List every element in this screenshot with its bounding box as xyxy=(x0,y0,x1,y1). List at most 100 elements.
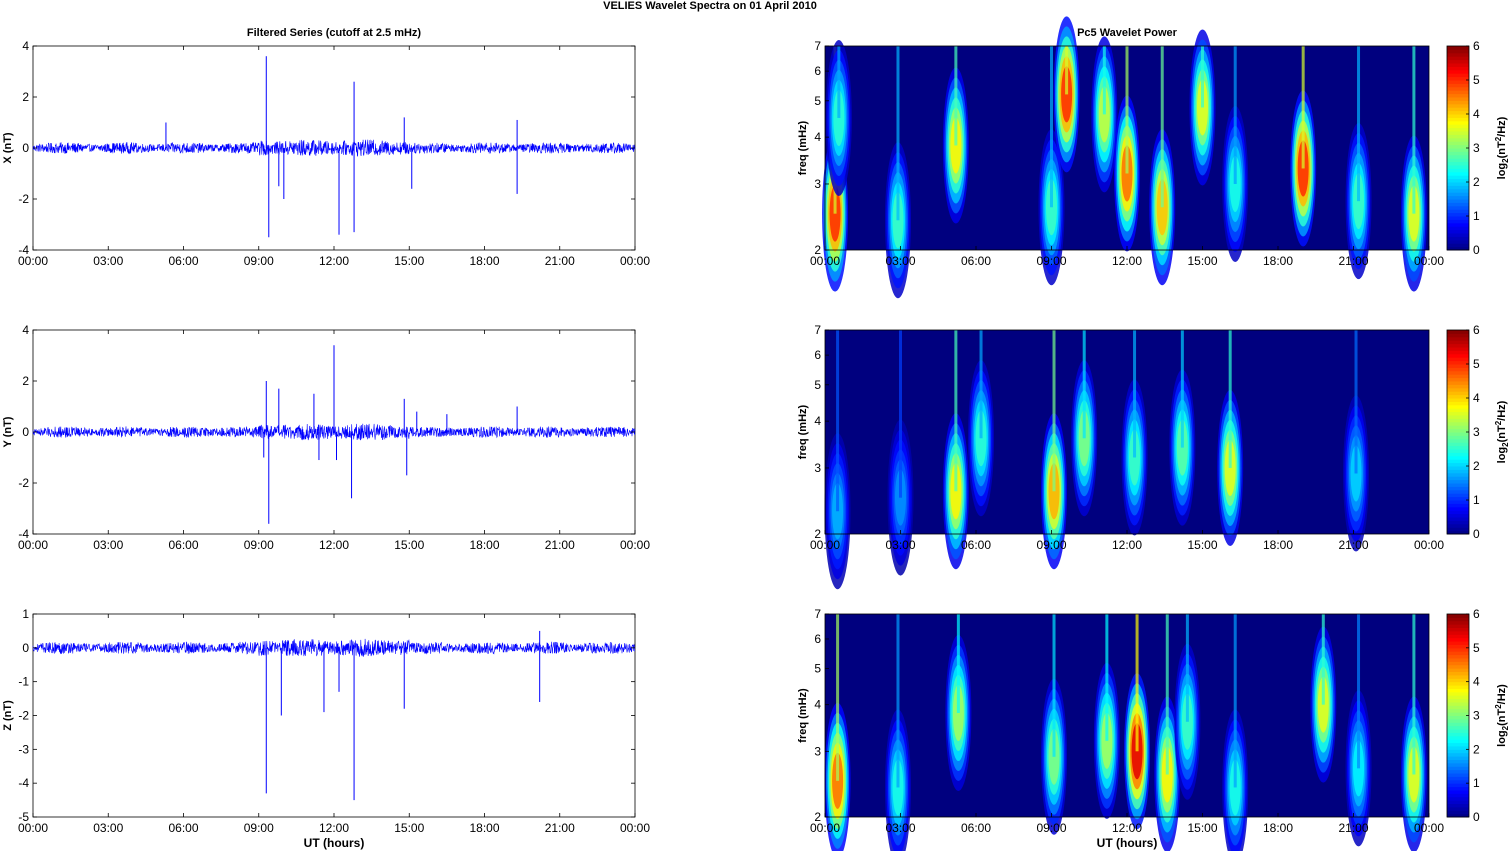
colorbar-step xyxy=(1447,803,1469,808)
colorbar-step xyxy=(1447,243,1469,248)
colorbar-step xyxy=(1447,691,1469,696)
colorbar-step xyxy=(1447,350,1469,355)
colorbar-step xyxy=(1447,110,1469,115)
colorbar-step xyxy=(1447,769,1469,774)
y-tick-label: -5 xyxy=(18,810,29,824)
colorbar-step xyxy=(1447,178,1469,183)
y-tick-label: 2 xyxy=(814,243,821,257)
x-tick-label: 00:00 xyxy=(18,254,48,268)
colorbar-step xyxy=(1447,766,1469,771)
colorbar-step xyxy=(1447,347,1469,351)
x-tick-label: 15:00 xyxy=(394,254,424,268)
colorbar-step xyxy=(1447,374,1469,379)
x-tick-label: 03:00 xyxy=(93,538,123,552)
colorbar-step xyxy=(1447,466,1469,470)
x-tick-label: 12:00 xyxy=(319,538,349,552)
colorbar-step xyxy=(1447,52,1469,57)
colorbar-step xyxy=(1447,59,1469,64)
colorbar-tick-label: 2 xyxy=(1473,459,1480,473)
power-streak xyxy=(1354,330,1358,474)
colorbar-step xyxy=(1447,708,1469,713)
colorbar-step xyxy=(1447,620,1469,625)
x-tick-label: 12:00 xyxy=(1112,821,1142,835)
x-tick-label: 03:00 xyxy=(885,254,915,268)
colorbar-step xyxy=(1447,394,1469,399)
colorbar-step xyxy=(1447,476,1469,481)
colorbar-tick-label: 4 xyxy=(1473,675,1480,689)
x-tick-label: 18:00 xyxy=(469,254,499,268)
x-tick-label: 00:00 xyxy=(1414,821,1444,835)
colorbar-step xyxy=(1447,756,1469,760)
colorbar-tick-label: 4 xyxy=(1473,107,1480,121)
colorbar-step xyxy=(1447,216,1469,220)
power-streak xyxy=(1180,330,1184,448)
y-tick-label: 4 xyxy=(814,130,821,144)
colorbar-step xyxy=(1447,158,1469,163)
power-streak xyxy=(1228,330,1232,468)
y-tick-label: -4 xyxy=(18,243,29,257)
x-tick-label: 03:00 xyxy=(885,821,915,835)
right-column-title: Pc5 Wavelet Power xyxy=(1077,27,1178,39)
colorbar-step xyxy=(1447,624,1469,629)
colorbar-step xyxy=(1447,49,1469,54)
colorbar-step xyxy=(1447,745,1469,750)
y-tick-label: 3 xyxy=(814,177,821,191)
colorbar-step xyxy=(1447,506,1469,511)
power-streak xyxy=(1052,330,1056,492)
y-tick-label: 4 xyxy=(814,414,821,428)
power-streak xyxy=(1102,46,1106,115)
colorbar-tick-label: 6 xyxy=(1473,39,1480,53)
x-tick-label: 03:00 xyxy=(93,821,123,835)
power-streak xyxy=(896,46,900,221)
x-tick-label: 00:00 xyxy=(810,821,840,835)
colorbar-step xyxy=(1447,489,1469,494)
colorbar-step xyxy=(1447,729,1469,733)
power-streak xyxy=(1233,614,1237,788)
colorbar-step xyxy=(1447,500,1469,504)
colorbar-step xyxy=(1447,83,1469,88)
colorbar-tick-label: 1 xyxy=(1473,493,1480,507)
colorbar-step xyxy=(1447,391,1469,396)
power-streak xyxy=(1412,614,1416,775)
colorbar-tick-label: 6 xyxy=(1473,323,1480,337)
colorbar-step xyxy=(1447,131,1469,135)
series-z-trace xyxy=(32,638,636,657)
colorbar-step xyxy=(1447,654,1469,659)
colorbar-step xyxy=(1447,411,1469,416)
colorbar-step xyxy=(1447,455,1469,460)
x-tick-label: 12:00 xyxy=(319,821,349,835)
colorbar-step xyxy=(1447,364,1469,368)
wavelet-z-xlabel: UT (hours) xyxy=(1097,836,1158,850)
y-tick-label: 0 xyxy=(22,425,29,439)
colorbar-tick-label: 0 xyxy=(1473,243,1480,257)
x-tick-label: 15:00 xyxy=(1187,254,1217,268)
colorbar-step xyxy=(1447,148,1469,152)
y-tick-label: 6 xyxy=(814,64,821,78)
colorbar-tick-label: 4 xyxy=(1473,391,1480,405)
colorbar-step xyxy=(1447,678,1469,683)
colorbar-step xyxy=(1447,360,1469,365)
y-tick-label: -4 xyxy=(18,527,29,541)
colorbar-step xyxy=(1447,151,1469,156)
colorbar-step xyxy=(1447,759,1469,764)
colorbar-step xyxy=(1447,425,1469,430)
colorbar-step xyxy=(1447,657,1469,662)
power-streak xyxy=(1065,46,1069,95)
colorbar-step xyxy=(1447,76,1469,81)
x-tick-label: 12:00 xyxy=(319,254,349,268)
x-tick-label: 09:00 xyxy=(244,538,274,552)
colorbar-step xyxy=(1447,415,1469,419)
y-tick-label: -2 xyxy=(18,709,29,723)
colorbar-step xyxy=(1447,353,1469,358)
x-tick-label: 06:00 xyxy=(961,821,991,835)
power-streak xyxy=(1165,614,1169,775)
wavelet-x-colorbar-label: log2(nT2/Hz) xyxy=(1494,116,1510,179)
colorbar-step xyxy=(1447,479,1469,484)
x-tick-label: 06:00 xyxy=(168,254,198,268)
colorbar-step xyxy=(1447,674,1469,679)
colorbar-step xyxy=(1447,789,1469,794)
colorbar-step xyxy=(1447,141,1469,146)
colorbar-step xyxy=(1447,398,1469,402)
x-tick-label: 00:00 xyxy=(18,538,48,552)
